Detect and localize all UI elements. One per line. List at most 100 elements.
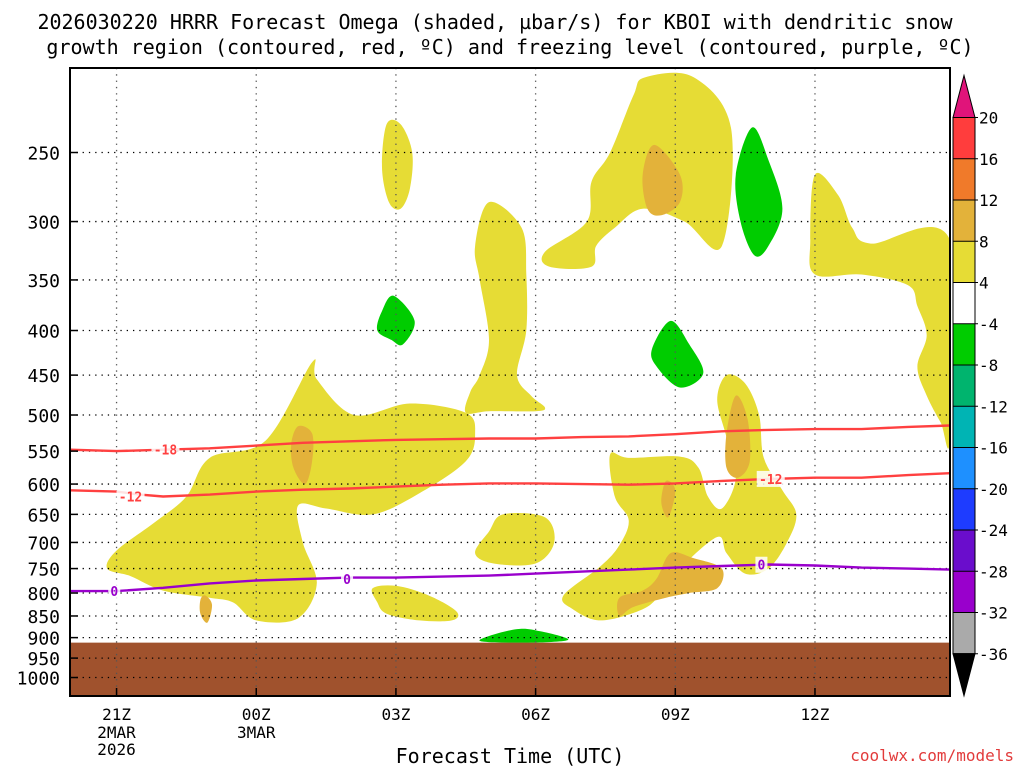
colorbar-swatch (953, 323, 975, 365)
colorbar-level-label: -16 (979, 439, 1008, 458)
colorbar-level-label: -36 (979, 645, 1008, 664)
colorbar-swatch (953, 612, 975, 654)
x-tick-label: 06Z (521, 705, 550, 724)
colorbar-level-label: 12 (979, 191, 998, 210)
chart-title-line2: growth region (contoured, red, ºC) and f… (46, 35, 973, 59)
omega-region-15 (651, 320, 704, 388)
y-axis: 2503003504004505005506006507007508008509… (17, 144, 78, 690)
contour-extra-label-2-text: 0 (343, 573, 351, 588)
x-tick-label: 21Z (102, 705, 131, 724)
colorbar-level-label: -28 (979, 562, 1008, 581)
y-tick-label: 700 (27, 533, 60, 554)
omega-region-17 (479, 628, 569, 643)
contour-label-1-text: -12 (759, 473, 782, 488)
omega-shaded-regions (106, 72, 950, 643)
colorbar-swatch (953, 365, 975, 407)
contour-label-1-bg (756, 470, 785, 487)
x-tick-label: 12Z (801, 705, 830, 724)
contour-label-2-text: 0 (758, 559, 766, 574)
y-tick-label: 250 (27, 144, 60, 165)
y-tick-label: 350 (27, 271, 60, 292)
colorbar: 20 16 12 8 4 -4 -8 -12 -16 -20 -24 -28 -32 -36 (952, 73, 1008, 698)
x-tick-date-label: 2MAR (97, 723, 136, 742)
y-tick-label: 900 (27, 629, 60, 650)
colorbar-swatch (953, 117, 975, 159)
y-tick-label: 850 (27, 607, 60, 628)
colorbar-swatch (953, 488, 975, 530)
omega-region-5 (475, 513, 555, 566)
colorbar-level-label: -20 (979, 480, 1008, 499)
contour-line-2 (70, 563, 950, 593)
contour-label-0-bg (151, 441, 180, 458)
colorbar-swatch (953, 447, 975, 489)
terrain-mask (70, 642, 950, 696)
colorbar-level-label: -4 (979, 315, 998, 334)
contour-extra-label-1: 0 (108, 583, 121, 600)
omega-region-11 (617, 552, 724, 617)
x-tick-label: 03Z (381, 705, 410, 724)
plot-frame (69, 67, 951, 697)
omega-region-3 (809, 172, 950, 449)
y-tick-label: 600 (27, 475, 60, 496)
y-tick-label: 550 (27, 442, 60, 463)
omega-region-1 (464, 201, 546, 414)
colorbar-swatch (953, 571, 975, 613)
colorbar-bottom-arrow (952, 653, 976, 698)
contour-label-2-bg (755, 556, 768, 573)
contour-label-0-text: -18 (154, 444, 178, 459)
colorbar-level-label: 20 (979, 109, 998, 128)
colorbar-level-label: 8 (979, 232, 989, 251)
colorbar-level-label: -32 (979, 604, 1008, 623)
y-tick-label: 500 (27, 406, 60, 427)
contour-extra-label-0-text: -12 (119, 490, 142, 505)
colorbar-level-label: -12 (979, 397, 1008, 416)
omega-region-0 (541, 72, 733, 269)
y-tick-label: 1000 (17, 669, 60, 690)
colorbar-swatch (953, 530, 975, 572)
omega-region-9 (290, 425, 314, 485)
omega-region-13 (725, 395, 751, 478)
omega-region-6 (371, 585, 459, 622)
contour-extra-label-2: 0 (341, 571, 354, 588)
y-tick-label: 300 (27, 213, 60, 234)
colorbar-level-label: 4 (979, 274, 989, 293)
x-tick-label: 09Z (661, 705, 690, 724)
contour-label-0: -18 (151, 441, 180, 459)
x-axis-label: Forecast Time (UTC) (396, 744, 625, 768)
contour-extra-label-1-bg (108, 583, 121, 600)
colorbar-swatch (953, 158, 975, 200)
colorbar-swatch (953, 406, 975, 448)
omega-region-12 (661, 480, 676, 518)
colorbar-swatch (953, 200, 975, 242)
contour-line-0 (70, 424, 950, 453)
omega-region-16 (735, 127, 783, 257)
y-tick-label: 950 (27, 649, 60, 670)
chart-title-line1: 2026030220 HRRR Forecast Omega (shaded, … (37, 10, 953, 34)
x-tick-date-label: 3MAR (237, 723, 276, 742)
y-tick-label: 750 (27, 560, 60, 581)
contour-extra-label-2-bg (341, 571, 354, 588)
colorbar-swatch (953, 241, 975, 283)
colorbar-level-label: -8 (979, 356, 998, 375)
contour-label-1: -12 (756, 470, 785, 488)
y-tick-label: 400 (27, 322, 60, 343)
temperature-contours: -18 -12 0 -12 0 0 (70, 424, 950, 600)
contour-extra-label-1-text: 0 (110, 585, 118, 600)
colorbar-top-arrow (952, 73, 976, 118)
omega-region-2 (381, 119, 413, 210)
y-tick-label: 450 (27, 366, 60, 387)
colorbar-level-label: 16 (979, 150, 998, 169)
omega-region-8 (642, 144, 683, 216)
colorbar-level-label: -24 (979, 521, 1008, 540)
credit-text[interactable]: coolwx.com/models (850, 746, 1014, 765)
contour-extra-label-0-bg (116, 488, 145, 505)
x-tick-year-label: 2026 (97, 740, 136, 759)
contour-extra-label-0: -12 (116, 488, 145, 505)
x-tick-label: 00Z (242, 705, 271, 724)
contour-label-2: 0 (755, 556, 768, 574)
y-tick-label: 800 (27, 584, 60, 605)
contour-line-1 (70, 472, 950, 498)
y-tick-label: 650 (27, 505, 60, 526)
